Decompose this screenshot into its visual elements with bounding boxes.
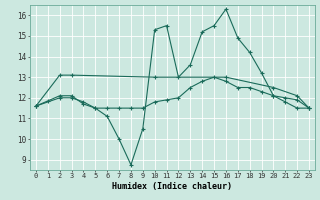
X-axis label: Humidex (Indice chaleur): Humidex (Indice chaleur) [113,182,233,191]
